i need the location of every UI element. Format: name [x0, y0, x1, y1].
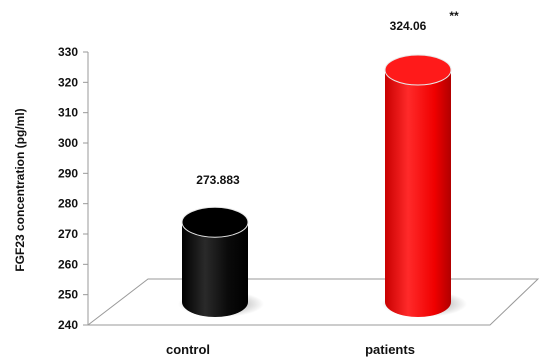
significance-marker: ** — [449, 9, 459, 23]
y-tick-label: 330 — [58, 45, 78, 59]
chart-floor — [86, 278, 540, 326]
value-label-control: 273.883 — [196, 173, 240, 187]
y-tick-label: 270 — [58, 227, 78, 241]
y-tick-label: 320 — [58, 75, 78, 89]
bar-top-cap — [181, 206, 249, 238]
y-axis-label: FGF23 concentration (pg/ml) — [13, 108, 27, 271]
y-tick-label: 310 — [58, 106, 78, 120]
bar-body — [182, 222, 248, 317]
y-tick-label: 300 — [58, 136, 78, 150]
bar-body — [385, 70, 451, 317]
category-label-patients: patients — [365, 342, 415, 357]
y-tick-label: 250 — [58, 288, 78, 302]
y-tick-label: 260 — [58, 257, 78, 271]
bar-patients — [381, 54, 467, 317]
y-tick-label: 280 — [58, 197, 78, 211]
y-axis-ticks: 240 250 260 270 280 290 300 310 320 330 — [58, 45, 88, 332]
value-label-patients: 324.06 — [390, 19, 427, 33]
y-tick-label: 240 — [58, 318, 78, 332]
bar-top-cap — [384, 54, 452, 86]
bars — [178, 54, 467, 317]
category-label-control: control — [166, 342, 210, 357]
bar-control — [178, 206, 264, 317]
y-tick-label: 290 — [58, 166, 78, 180]
